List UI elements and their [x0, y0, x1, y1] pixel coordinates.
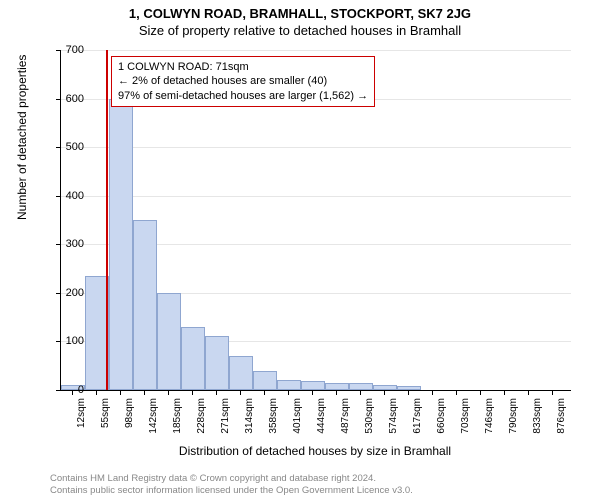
xtick-label: 444sqm [316, 398, 327, 448]
xtick-label: 746sqm [484, 398, 495, 448]
xtick-mark [168, 390, 169, 395]
xtick-label: 358sqm [268, 398, 279, 448]
gridline [61, 196, 571, 197]
histogram-bar [253, 371, 277, 390]
xtick-mark [504, 390, 505, 395]
xtick-label: 401sqm [292, 398, 303, 448]
histogram-bar [373, 385, 397, 390]
infobox-line1: 1 COLWYN ROAD: 71sqm [118, 60, 368, 74]
plot-region: 1 COLWYN ROAD: 71sqm ← 2% of detached ho… [60, 50, 571, 391]
xtick-label: 574sqm [388, 398, 399, 448]
histogram-bar [133, 220, 157, 390]
xtick-label: 487sqm [340, 398, 351, 448]
xtick-mark [432, 390, 433, 395]
xtick-label: 12sqm [76, 398, 87, 448]
xtick-label: 228sqm [196, 398, 207, 448]
xtick-mark [240, 390, 241, 395]
xtick-label: 98sqm [124, 398, 135, 448]
footer-line1: Contains HM Land Registry data © Crown c… [50, 473, 376, 484]
chart-container: 1, COLWYN ROAD, BRAMHALL, STOCKPORT, SK7… [0, 0, 600, 500]
xtick-label: 617sqm [412, 398, 423, 448]
ytick-label: 0 [44, 384, 84, 396]
xtick-label: 876sqm [556, 398, 567, 448]
histogram-bar [181, 327, 205, 390]
xtick-label: 703sqm [460, 398, 471, 448]
xtick-mark [192, 390, 193, 395]
ytick-label: 100 [44, 335, 84, 347]
histogram-bar [277, 380, 301, 390]
xtick-mark [480, 390, 481, 395]
histogram-bar [325, 383, 349, 390]
ytick-label: 500 [44, 141, 84, 153]
infobox-line2: ← 2% of detached houses are smaller (40) [118, 74, 368, 88]
xtick-label: 142sqm [148, 398, 159, 448]
histogram-bar [157, 293, 181, 390]
xtick-mark [120, 390, 121, 395]
histogram-bar [397, 386, 421, 390]
infobox-line3: 97% of semi-detached houses are larger (… [118, 89, 368, 103]
xtick-label: 833sqm [532, 398, 543, 448]
histogram-bar [205, 336, 229, 390]
histogram-bar [349, 383, 373, 390]
xtick-mark [336, 390, 337, 395]
xtick-mark [216, 390, 217, 395]
chart-area: Number of detached properties 1 COLWYN R… [60, 50, 570, 410]
gridline [61, 147, 571, 148]
ytick-label: 600 [44, 93, 84, 105]
histogram-bar [109, 99, 133, 390]
xtick-mark [552, 390, 553, 395]
marker-line [106, 50, 108, 390]
ytick-label: 700 [44, 44, 84, 56]
marker-info-box: 1 COLWYN ROAD: 71sqm ← 2% of detached ho… [111, 56, 375, 107]
chart-subtitle: Size of property relative to detached ho… [0, 21, 600, 38]
ytick-label: 200 [44, 287, 84, 299]
xtick-mark [528, 390, 529, 395]
xtick-label: 55sqm [100, 398, 111, 448]
ytick-label: 400 [44, 190, 84, 202]
xtick-mark [456, 390, 457, 395]
histogram-bar [301, 381, 325, 390]
y-axis-label: Number of detached properties [15, 55, 29, 220]
address-title: 1, COLWYN ROAD, BRAMHALL, STOCKPORT, SK7… [0, 0, 600, 21]
xtick-mark [384, 390, 385, 395]
xtick-mark [96, 390, 97, 395]
xtick-label: 530sqm [364, 398, 375, 448]
histogram-bar [229, 356, 253, 390]
xtick-label: 660sqm [436, 398, 447, 448]
xtick-mark [360, 390, 361, 395]
xtick-label: 271sqm [220, 398, 231, 448]
xtick-label: 314sqm [244, 398, 255, 448]
xtick-label: 790sqm [508, 398, 519, 448]
ytick-label: 300 [44, 238, 84, 250]
xtick-mark [312, 390, 313, 395]
gridline [61, 50, 571, 51]
xtick-label: 185sqm [172, 398, 183, 448]
footer-line2: Contains public sector information licen… [50, 485, 413, 496]
xtick-mark [264, 390, 265, 395]
xtick-mark [408, 390, 409, 395]
xtick-mark [288, 390, 289, 395]
xtick-mark [144, 390, 145, 395]
